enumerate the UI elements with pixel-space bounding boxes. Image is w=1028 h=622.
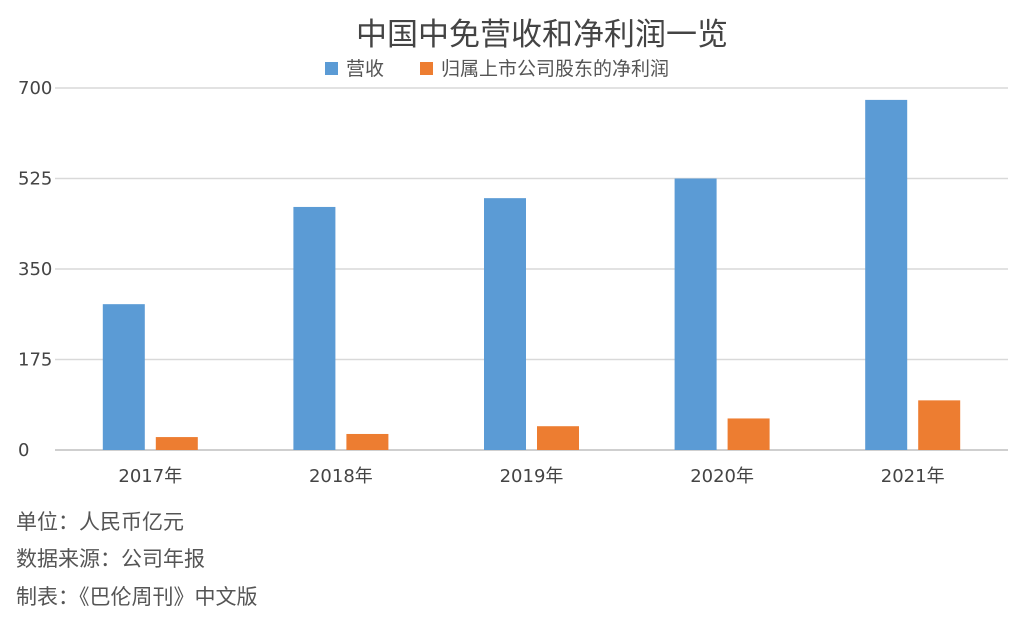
legend-swatch-revenue bbox=[325, 62, 338, 75]
y-axis: 0 175 350 525 700 bbox=[18, 78, 52, 461]
y-tick-label: 0 bbox=[18, 440, 29, 461]
bar-revenue bbox=[293, 206, 336, 450]
x-tick-label: 2019年 bbox=[500, 466, 564, 487]
x-tick-label: 2017年 bbox=[118, 466, 182, 487]
bar-net-profit bbox=[918, 400, 961, 450]
chart: 中国中免营收和净利润一览 营收 归属上市公司股东的净利润 0 175 350 525 7… bbox=[18, 17, 1008, 487]
bar-revenue bbox=[865, 99, 908, 450]
bar-revenue bbox=[484, 198, 526, 450]
credit-note: 制表：《巴伦周刊》中文版 bbox=[16, 585, 258, 609]
x-tick-label: 2020年 bbox=[690, 466, 754, 487]
bar-revenue bbox=[674, 178, 717, 450]
y-tick-label: 525 bbox=[18, 169, 52, 190]
y-tick-label: 700 bbox=[18, 78, 52, 99]
legend-label-revenue: 营收 bbox=[346, 58, 384, 80]
bar-net-profit bbox=[155, 437, 198, 450]
unit-note: 单位：人民币亿元 bbox=[16, 510, 184, 534]
y-tick-label: 175 bbox=[18, 350, 52, 371]
source-note: 数据来源：公司年报 bbox=[16, 547, 205, 571]
y-tick-label: 350 bbox=[18, 259, 52, 280]
legend: 营收 归属上市公司股东的净利润 bbox=[325, 58, 669, 80]
x-tick-label: 2021年 bbox=[881, 466, 945, 487]
bar-net-profit bbox=[727, 418, 770, 450]
x-tick-label: 2018年 bbox=[309, 466, 373, 487]
bars bbox=[102, 99, 961, 450]
grid bbox=[55, 87, 1008, 451]
bar-revenue bbox=[102, 304, 145, 450]
chart-title: 中国中免营收和净利润一览 bbox=[356, 17, 728, 53]
legend-swatch-net-profit bbox=[420, 62, 433, 75]
bar-net-profit bbox=[537, 426, 579, 450]
x-axis: 2017年 2018年 2019年 2020年 2021年 bbox=[118, 466, 944, 487]
legend-label-net-profit: 归属上市公司股东的净利润 bbox=[441, 58, 669, 80]
bar-net-profit bbox=[346, 433, 389, 450]
